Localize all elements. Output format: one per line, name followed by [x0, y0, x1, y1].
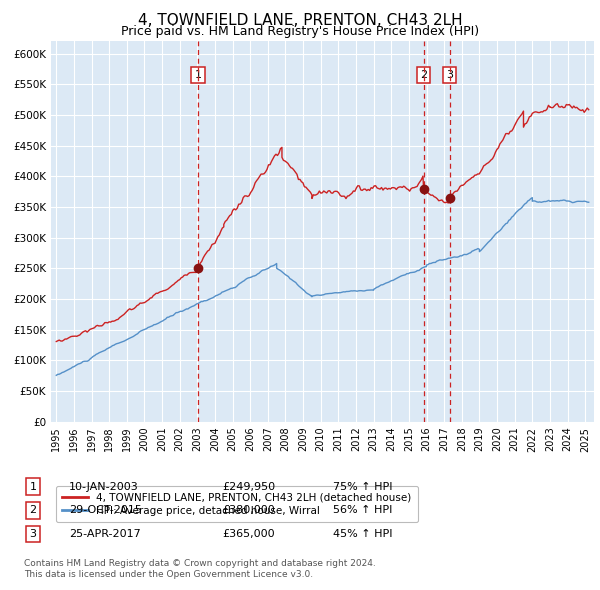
Text: 25-APR-2017: 25-APR-2017 — [69, 529, 141, 539]
Text: 2: 2 — [29, 506, 37, 515]
Text: 10-JAN-2003: 10-JAN-2003 — [69, 482, 139, 491]
Text: 29-OCT-2015: 29-OCT-2015 — [69, 506, 142, 515]
Text: This data is licensed under the Open Government Licence v3.0.: This data is licensed under the Open Gov… — [24, 571, 313, 579]
Text: Price paid vs. HM Land Registry's House Price Index (HPI): Price paid vs. HM Land Registry's House … — [121, 25, 479, 38]
Text: 3: 3 — [446, 70, 453, 80]
Legend: 4, TOWNFIELD LANE, PRENTON, CH43 2LH (detached house), HPI: Average price, detac: 4, TOWNFIELD LANE, PRENTON, CH43 2LH (de… — [56, 486, 418, 522]
Text: £365,000: £365,000 — [222, 529, 275, 539]
Text: 75% ↑ HPI: 75% ↑ HPI — [333, 482, 392, 491]
Text: 1: 1 — [29, 482, 37, 491]
Text: £249,950: £249,950 — [222, 482, 275, 491]
Text: 1: 1 — [194, 70, 202, 80]
Text: 3: 3 — [29, 529, 37, 539]
Text: 2: 2 — [420, 70, 427, 80]
Text: £380,000: £380,000 — [222, 506, 275, 515]
Text: 4, TOWNFIELD LANE, PRENTON, CH43 2LH: 4, TOWNFIELD LANE, PRENTON, CH43 2LH — [137, 13, 463, 28]
Text: 45% ↑ HPI: 45% ↑ HPI — [333, 529, 392, 539]
Text: Contains HM Land Registry data © Crown copyright and database right 2024.: Contains HM Land Registry data © Crown c… — [24, 559, 376, 568]
Text: 56% ↑ HPI: 56% ↑ HPI — [333, 506, 392, 515]
